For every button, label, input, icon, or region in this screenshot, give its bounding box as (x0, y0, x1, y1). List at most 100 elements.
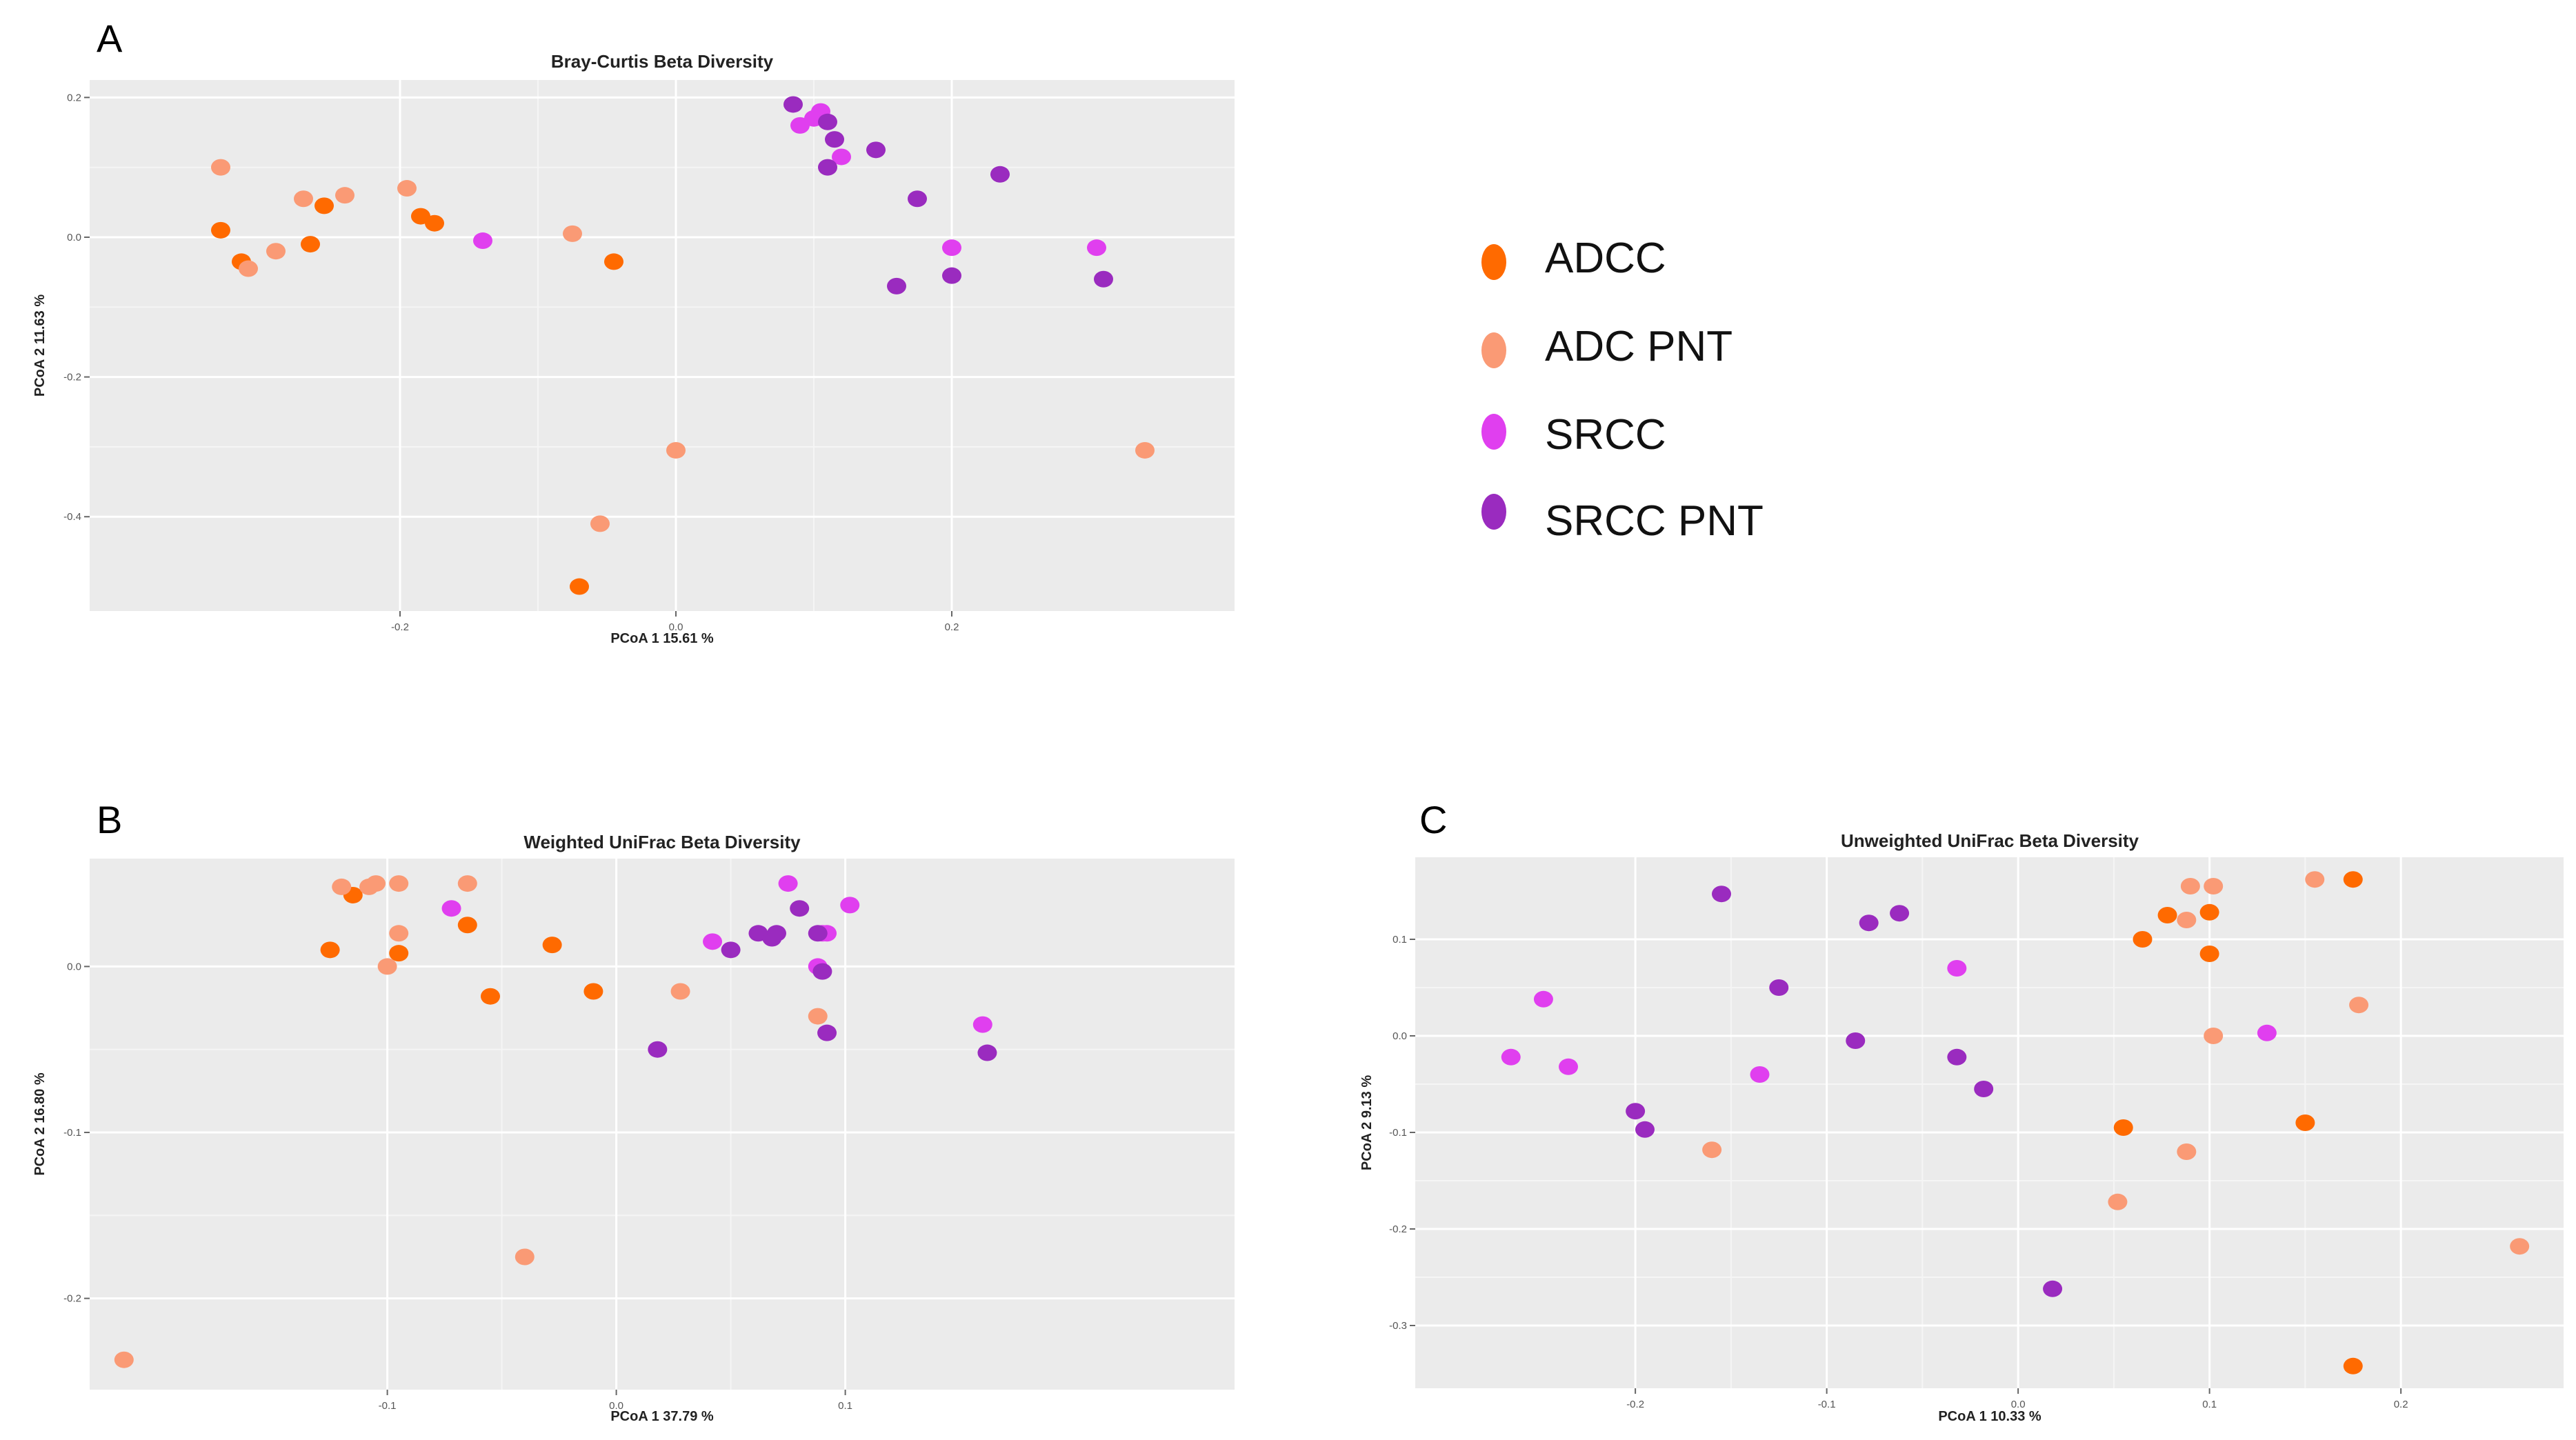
point-adc-pnt (1702, 1141, 1722, 1159)
y-tick-label: -0.1 (1389, 1127, 1407, 1139)
x-tick-label: 0.1 (2202, 1399, 2217, 1410)
legend-item-srcc-pnt: SRCC PNT (1481, 494, 1764, 545)
point-adc-pnt (666, 441, 686, 459)
point-srcc (778, 875, 798, 892)
point-srcc (840, 897, 860, 914)
point-adc-pnt (335, 187, 355, 204)
point-srcc (1947, 960, 1967, 977)
point-srcc-pnt (908, 190, 927, 208)
x-tick-label: 0.0 (669, 621, 683, 633)
point-srcc-pnt (817, 1024, 837, 1041)
x-tick-label: 0.0 (609, 1400, 623, 1412)
point-adc-pnt (2510, 1238, 2530, 1255)
y-tick-label: 0.0 (67, 961, 81, 972)
point-srcc-pnt (818, 159, 837, 176)
point-adc-pnt (389, 925, 409, 942)
point-adcc (2295, 1114, 2315, 1131)
point-adcc (211, 221, 230, 239)
point-adc-pnt (332, 878, 352, 895)
point-adc-pnt (2349, 997, 2369, 1014)
point-adc-pnt (239, 260, 258, 277)
panel-letter-a: A (97, 17, 123, 60)
panel-b: B Weighted UniFrac Beta Diversity -0.1 0.… (32, 798, 1235, 1424)
y-tick-label: -0.2 (63, 372, 81, 383)
point-adcc (2199, 903, 2219, 921)
point-adc-pnt (2177, 1143, 2197, 1160)
point-srcc (1750, 1066, 1770, 1083)
point-adcc (457, 917, 477, 934)
point-srcc (2257, 1024, 2277, 1041)
grid-b (90, 859, 1235, 1390)
y-tick-label: -0.4 (63, 511, 81, 523)
x-tick-label: -0.1 (1818, 1399, 1836, 1410)
point-adc-pnt (366, 875, 386, 892)
point-srcc-pnt (887, 277, 906, 294)
y-tick-label: 0.0 (67, 232, 81, 243)
x-tick-label: -0.2 (391, 621, 409, 633)
point-adc-pnt (389, 875, 409, 892)
point-adcc (2113, 1119, 2133, 1136)
point-srcc-pnt (866, 141, 886, 159)
point-srcc (972, 1016, 992, 1033)
legend-label-srcc: SRCC (1545, 411, 1666, 459)
point-srcc-pnt (808, 925, 828, 942)
x-tick-label: -0.1 (379, 1400, 397, 1412)
plot-background-c (1415, 857, 2564, 1388)
point-srcc-pnt (783, 96, 803, 113)
point-adcc (425, 214, 444, 232)
point-adcc (583, 983, 603, 1000)
point-srcc (473, 232, 492, 250)
legend-item-adc-pnt: ADC PNT (1481, 323, 1733, 370)
chart-title-c: Unweighted UniFrac Beta Diversity (1841, 830, 2139, 851)
grid-a (90, 80, 1235, 611)
point-srcc-pnt (818, 113, 837, 130)
ticks-a: -0.2 0.0 0.2 0.2 0.0 -0.2 -0.4 (63, 92, 959, 633)
y-axis-title-b: PCoA 2 16.80 % (32, 1072, 48, 1176)
x-axis-title-c: PCoA 1 10.33 % (1938, 1409, 2041, 1424)
panel-letter-b: B (97, 798, 122, 841)
point-srcc (703, 933, 723, 950)
legend-label-srcc-pnt: SRCC PNT (1545, 497, 1764, 545)
points-a (211, 96, 1155, 595)
point-adcc (314, 197, 334, 214)
point-srcc (942, 239, 961, 257)
point-adc-pnt (563, 225, 582, 242)
legend-marker-srcc (1481, 414, 1506, 450)
point-adcc (542, 937, 562, 954)
point-adc-pnt (2204, 1028, 2224, 1044)
panel-c: C Unweighted UniFrac Beta Diversity -0.2… (1359, 798, 2564, 1424)
ticks-c: -0.2 -0.1 0.0 0.1 0.2 0.1 0.0 -0.1 -0.2 -0.3 (1389, 934, 2408, 1410)
point-adc-pnt (457, 875, 477, 892)
y-tick-label: -0.1 (63, 1127, 81, 1139)
y-tick-label: -0.3 (1389, 1320, 1407, 1332)
x-tick-label: 0.2 (2394, 1399, 2408, 1410)
point-adc-pnt (515, 1248, 535, 1266)
y-tick-label: -0.2 (1389, 1223, 1407, 1235)
x-axis-title-a: PCoA 1 15.61 % (610, 631, 714, 646)
point-srcc (1559, 1058, 1578, 1075)
point-adc-pnt (670, 983, 690, 1000)
point-adc-pnt (114, 1351, 134, 1368)
point-adc-pnt (2108, 1193, 2128, 1210)
point-adc-pnt (2180, 878, 2200, 894)
plot-background-b (90, 859, 1235, 1390)
point-srcc-pnt (1974, 1081, 1994, 1097)
point-adcc (301, 236, 320, 253)
point-srcc-pnt (790, 900, 810, 917)
point-adcc (570, 578, 589, 595)
point-srcc-pnt (825, 131, 844, 148)
legend-marker-adc-pnt (1481, 332, 1506, 368)
y-tick-label: 0.0 (1392, 1030, 1407, 1042)
point-adcc (2133, 931, 2153, 948)
x-tick-label: 0.0 (2011, 1399, 2026, 1410)
point-adc-pnt (2305, 871, 2325, 888)
y-axis-title-a: PCoA 2 11.63 % (32, 294, 48, 397)
point-srcc-pnt (1635, 1121, 1655, 1138)
legend-item-srcc: SRCC (1481, 411, 1666, 459)
legend-label-adcc: ADCC (1545, 234, 1666, 282)
point-adc-pnt (590, 515, 610, 532)
legend-marker-adcc (1481, 244, 1506, 280)
points-b (114, 875, 997, 1368)
point-adc-pnt (266, 243, 286, 260)
